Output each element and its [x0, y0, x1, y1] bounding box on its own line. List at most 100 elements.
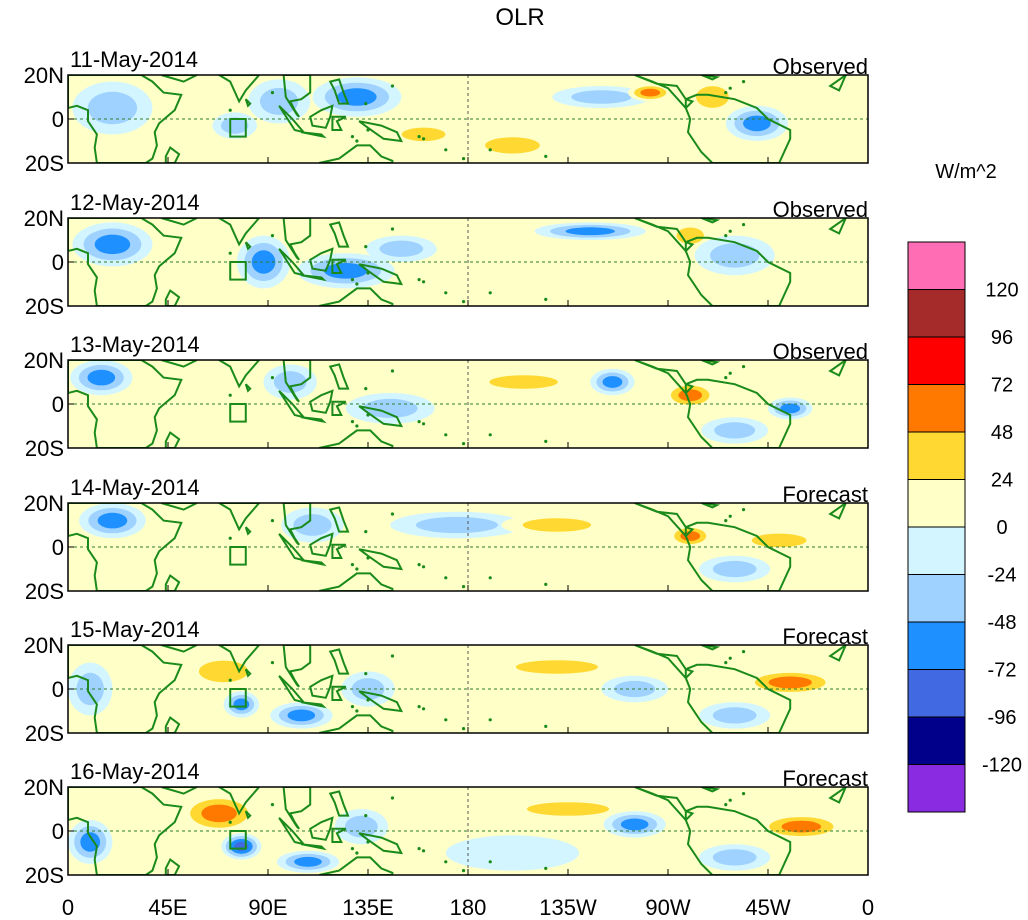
- island: [270, 91, 275, 95]
- island: [461, 585, 466, 589]
- colorbar-label: 120: [985, 280, 1018, 302]
- region-box: [229, 688, 247, 708]
- island: [544, 724, 548, 729]
- island: [461, 300, 466, 304]
- island: [355, 424, 359, 428]
- island: [421, 280, 426, 284]
- colorbar-label: 48: [991, 422, 1013, 444]
- coastline: [244, 526, 252, 536]
- colorbar-swatch: [907, 289, 966, 338]
- region-box: [229, 118, 247, 138]
- anomaly-contour: [273, 371, 307, 393]
- island: [355, 851, 359, 855]
- coastline: [217, 75, 261, 104]
- island: [390, 654, 395, 658]
- anomaly-contour: [259, 87, 299, 115]
- coastline: [161, 218, 198, 226]
- coastline: [244, 98, 252, 108]
- island: [355, 282, 359, 286]
- coastline: [161, 75, 198, 83]
- island: [366, 840, 370, 844]
- island: [364, 814, 368, 818]
- island: [270, 376, 275, 380]
- island: [544, 439, 548, 443]
- colorbar-label: -96: [988, 707, 1017, 729]
- panel-kind: Observed: [773, 197, 868, 222]
- island: [355, 139, 359, 143]
- x-tick-label: 180: [450, 895, 487, 920]
- coastline: [164, 858, 181, 875]
- anomaly-contour: [80, 832, 101, 852]
- island: [355, 709, 359, 713]
- colorbar-units: W/m^2: [935, 161, 997, 183]
- coastline: [684, 93, 792, 163]
- colorbar-label: 24: [991, 470, 1013, 492]
- anomaly-contour: [620, 818, 649, 831]
- island: [366, 128, 370, 132]
- island: [350, 135, 355, 139]
- coastline: [328, 648, 350, 675]
- anomaly-contour: [526, 802, 610, 816]
- coastline: [282, 787, 312, 830]
- anomaly-contour: [640, 88, 661, 97]
- panel-date: 15-May-2014: [70, 617, 200, 642]
- island: [435, 734, 438, 737]
- island: [421, 565, 426, 569]
- panel-date: 14-May-2014: [70, 475, 200, 500]
- coastline: [358, 263, 404, 286]
- coastline: [331, 685, 347, 701]
- island: [421, 137, 426, 141]
- island: [366, 413, 370, 417]
- coastline: [309, 674, 334, 699]
- coastline: [358, 548, 404, 571]
- y-tick-label: 20S: [25, 721, 64, 746]
- coastline: [700, 787, 721, 793]
- island: [724, 234, 728, 238]
- coastline: [331, 115, 347, 131]
- coastline: [244, 241, 252, 251]
- coastline: [684, 378, 792, 448]
- y-tick-label: 0: [52, 535, 64, 560]
- island: [350, 705, 355, 709]
- anomaly-contour: [522, 518, 592, 532]
- island: [366, 698, 370, 702]
- region-box: [229, 261, 247, 281]
- coastline: [828, 503, 847, 520]
- y-tick-label: 20N: [24, 775, 64, 800]
- island: [228, 251, 232, 255]
- island: [355, 567, 359, 571]
- coastline: [700, 645, 721, 651]
- island: [444, 291, 448, 295]
- island: [350, 847, 355, 851]
- coastline: [328, 790, 350, 817]
- island: [724, 519, 728, 523]
- y-tick-label: 20N: [24, 63, 64, 88]
- colorbar-swatch: [907, 764, 966, 813]
- y-tick-label: 0: [52, 250, 64, 275]
- anomaly-contour: [415, 516, 498, 534]
- panel-5: 20N 0 20S 15-May-2014 Forecast: [24, 617, 869, 746]
- island: [228, 536, 232, 540]
- island: [417, 420, 421, 424]
- coastline: [282, 503, 312, 546]
- coastline: [684, 236, 792, 306]
- island: [488, 291, 492, 295]
- coastline: [328, 78, 350, 105]
- island: [741, 650, 746, 654]
- x-axis: 0 45E 90E 135E 180 135W 90W 45W 0: [62, 895, 874, 920]
- anomaly-contour: [445, 835, 580, 871]
- coastline: [68, 787, 183, 875]
- island: [417, 563, 421, 567]
- panel-1: 20N 0 20S 11-May-2014 Observed: [24, 47, 869, 176]
- y-tick-label: 20S: [25, 579, 64, 604]
- x-tick-label: 45E: [148, 895, 187, 920]
- coastline: [164, 716, 181, 733]
- coastlines: [68, 787, 847, 875]
- anomaly-contour: [712, 560, 757, 578]
- region-box: [229, 546, 247, 566]
- island: [417, 278, 421, 282]
- panel-3: 20N 0 20S 13-May-2014 Observed: [24, 332, 869, 461]
- anomaly-contour: [379, 240, 424, 257]
- panel-kind: Forecast: [782, 766, 868, 791]
- island: [364, 672, 368, 676]
